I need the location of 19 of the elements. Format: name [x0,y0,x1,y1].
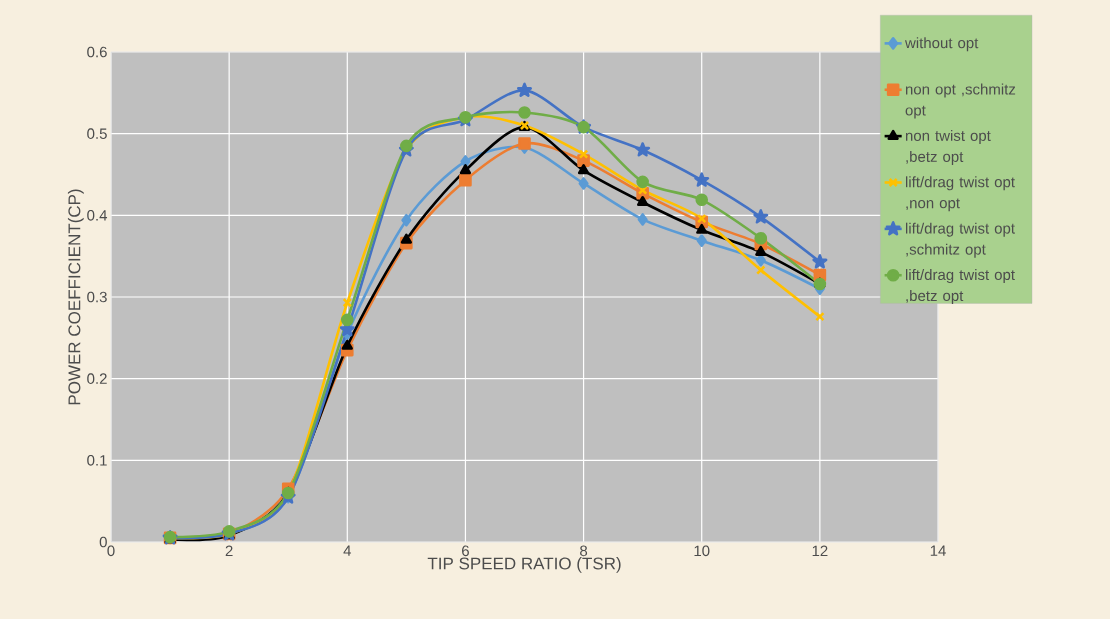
x-tick-label: 4 [343,545,352,556]
x-tick-label: 0 [107,545,115,557]
y-tick-label: 0.5 [87,128,107,139]
y-tick-label: 0.1 [87,455,107,466]
y-tick-label: 0.4 [87,210,108,221]
y-axis-title: POWER COEFFICIENT(CP) [67,189,84,405]
legend-label: lift/drag twist opt ,betz opt [905,269,1015,305]
x-tick-label: 2 [225,545,233,557]
y-tick-label: 0.6 [87,46,107,58]
y-tick-label: 0 [99,536,107,548]
x-tick-label: 10 [694,545,710,557]
y-tick-label: 0.2 [87,373,107,384]
x-axis-title: TIP SPEED RATIO (TSR) [427,557,621,573]
x-tick-label: 8 [580,545,588,557]
x-tick-label: 6 [462,545,469,557]
y-tick-label: 0.3 [87,291,107,303]
legend-label: without opt [904,37,979,52]
x-tick-label: 14 [930,545,946,556]
x-tick-label: 12 [812,545,828,557]
